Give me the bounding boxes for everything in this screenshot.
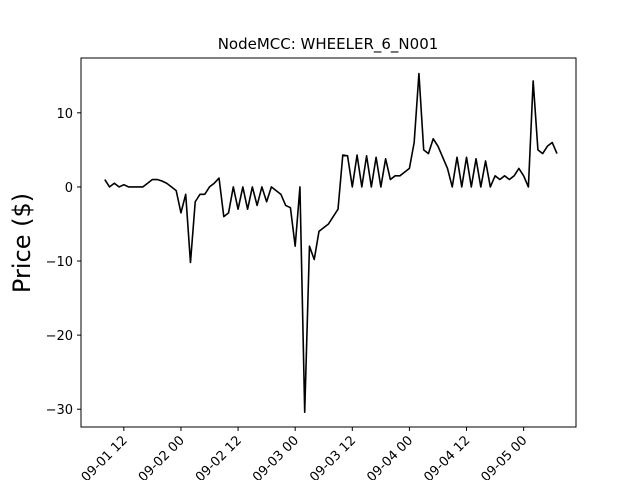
x-tick-label: 09-05 00: [479, 433, 531, 480]
y-axis-label: Price ($): [8, 193, 36, 293]
y-tick-label: −10: [46, 255, 73, 270]
x-tick-label: 09-02 00: [136, 433, 188, 480]
plot-frame: [80, 57, 577, 428]
y-tick-label: −30: [46, 403, 73, 418]
y-tick-label: −20: [46, 329, 73, 344]
y-tick-label: 0: [65, 181, 73, 196]
y-tick-label: 10: [56, 107, 73, 122]
x-tick-label: 09-03 00: [250, 433, 302, 480]
chart-title: NodeMCC: WHEELER_6_N001: [218, 35, 439, 54]
x-tick-label: 09-04 00: [364, 433, 416, 480]
x-tick-label: 09-02 12: [193, 433, 245, 480]
x-tick-label: 09-01 12: [79, 433, 131, 480]
x-tick-label: 09-03 12: [307, 433, 359, 480]
price-line: [104, 72, 558, 413]
x-tick-label: 09-04 12: [421, 433, 473, 480]
